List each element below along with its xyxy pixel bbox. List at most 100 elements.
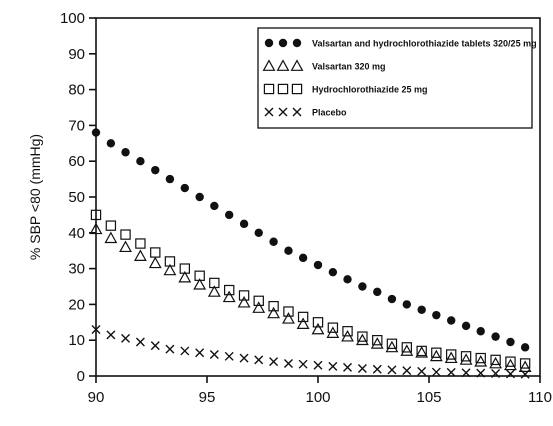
x-tick-label: 95 [199,389,216,406]
data-point [239,353,249,363]
legend-marker [277,83,289,95]
y-tick-label: 0 [77,368,85,385]
data-point [460,351,472,362]
data-point [518,360,532,372]
data-point [150,247,161,258]
data-point [357,331,368,342]
data-point [475,352,486,364]
data-point [372,335,383,346]
data-point [520,343,530,352]
legend-marker [278,38,288,48]
data-point [135,337,145,347]
data-point [135,238,146,249]
y-axis-label: % SBP <80 (mmHg) [27,134,43,260]
data-point [90,209,102,221]
data-point [268,300,279,312]
data-point [178,270,192,283]
legend: Valsartan and hydrochlorothiazide tablet… [257,27,537,129]
data-point [313,260,323,270]
data-point [239,219,249,229]
data-point [358,282,367,291]
legend-marker [262,59,276,71]
data-point [387,294,397,304]
legend-label: Valsartan and hydrochlorothiazide tablet… [312,39,537,49]
y-tick-label: 60 [68,153,85,170]
data-point [431,347,442,358]
data-point [474,355,488,367]
data-point [490,354,501,366]
series-1 [91,128,530,352]
data-point [489,356,503,369]
data-point [370,337,384,349]
series-3 [90,209,531,369]
data-point [119,240,132,253]
legend-box [257,27,533,129]
data-point [195,348,205,358]
data-point [225,210,234,220]
data-point [195,192,204,202]
data-point [252,301,266,313]
data-point [237,295,251,308]
data-point [342,326,353,337]
axes: 0 10 20 30 40 50 60 70 80 90 100 90 95 100 105 110 % SBP… [27,10,552,406]
legend-marker [276,59,290,71]
series-4 [91,324,530,379]
series-2 [89,222,532,372]
legend-marker [290,59,304,71]
data-point [505,356,516,367]
data-point [180,346,190,356]
data-point [415,346,429,358]
data-point [269,237,278,246]
data-point [385,340,399,353]
legend-marker [291,83,303,95]
x-tick-label: 105 [416,389,441,406]
data-point [432,310,441,320]
data-point [180,183,189,193]
data-point [193,278,207,290]
data-point [283,306,294,317]
x-tick-label: 100 [305,389,330,406]
data-point [296,317,310,330]
legend-marker [292,38,302,48]
data-point [491,332,500,341]
x-tick-label: 90 [88,389,105,406]
data-point [105,220,117,231]
data-point [400,344,414,356]
legend-marker [263,83,275,95]
data-point [224,284,235,296]
data-point [446,367,456,377]
data-point [311,322,325,335]
data-point [372,364,382,374]
data-point [136,157,145,166]
data-point [491,368,501,378]
data-point [298,253,308,263]
data-point [148,256,162,269]
data-point [417,305,426,314]
data-point [401,342,413,353]
data-point [254,228,263,237]
data-point [387,365,397,375]
legend-entry: Placebo [264,107,347,118]
data-point [461,321,471,331]
y-tick-label: 90 [68,46,85,63]
legend-entry: Valsartan and hydrochlorothiazide tablet… [264,38,537,49]
data-point [386,338,398,349]
data-point [210,201,219,211]
legend-marker [264,38,274,48]
data-point [150,341,160,351]
data-point [328,361,338,371]
legend-marker [264,107,274,117]
data-point [163,263,177,276]
y-tick-label: 50 [68,189,85,206]
legend-entry: Hydrochlorothiazide 25 mg [263,83,428,95]
data-point [267,306,281,319]
data-point [429,349,443,362]
data-point [151,165,160,175]
y-tick-label: 10 [68,332,85,349]
y-tick-label: 100 [60,10,85,27]
data-point [283,358,293,368]
data-point [104,231,118,244]
data-point [447,316,456,325]
data-point [253,295,264,307]
